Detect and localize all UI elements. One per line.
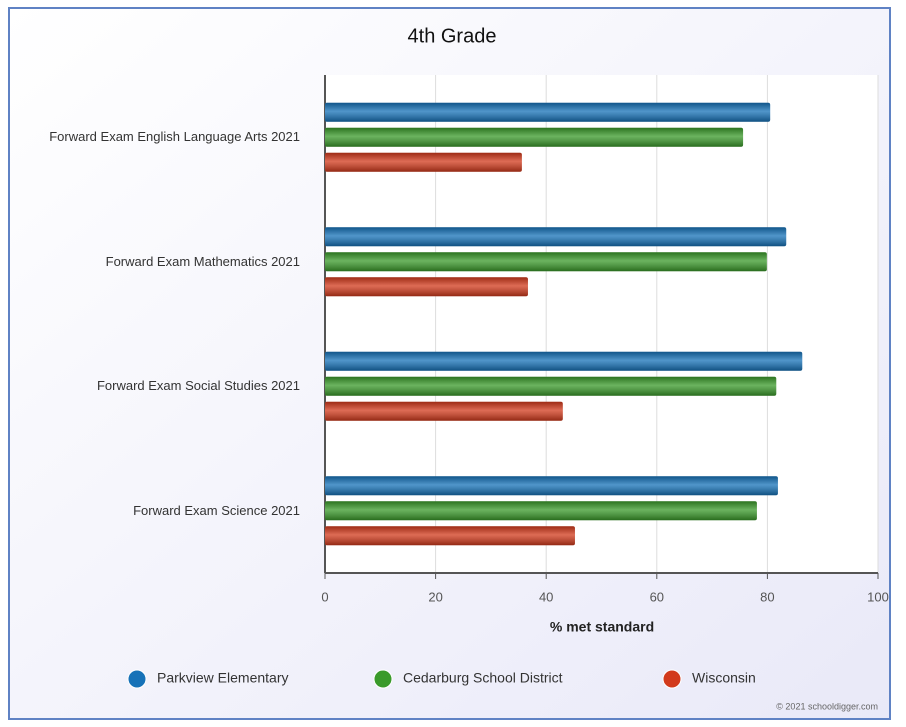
credit: © 2021 schooldigger.com (776, 701, 878, 711)
bar (325, 376, 777, 396)
x-axis-label: % met standard (550, 619, 654, 635)
y-tick-label: Forward Exam English Language Arts 2021 (49, 129, 300, 145)
x-tick-label: 80 (760, 589, 774, 604)
bar (325, 401, 563, 421)
y-tick-label: Forward Exam Science 2021 (133, 502, 300, 518)
x-tick-label: 40 (539, 589, 553, 604)
x-tick-label: 100 (867, 589, 889, 604)
y-tick-label: Forward Exam Mathematics 2021 (105, 253, 300, 269)
legend-label: Wisconsin (692, 670, 756, 686)
bar (325, 476, 778, 496)
legend-marker (662, 669, 682, 689)
y-tick-label: Forward Exam Social Studies 2021 (96, 378, 300, 394)
plot-area (325, 75, 878, 573)
bar (325, 252, 767, 272)
x-tick-label: 0 (321, 589, 328, 604)
bar (325, 351, 803, 371)
x-tick-label: 60 (650, 589, 664, 604)
bar (325, 127, 744, 147)
bar (325, 277, 528, 297)
bar (325, 227, 787, 247)
x-tick-label: 20 (428, 589, 442, 604)
bar (325, 152, 522, 172)
bar (325, 102, 771, 122)
legend-marker (127, 669, 147, 689)
legend-label: Cedarburg School District (403, 670, 563, 686)
legend-label: Parkview Elementary (157, 670, 289, 686)
bar (325, 526, 575, 546)
bar (325, 501, 757, 521)
legend-marker (373, 669, 393, 689)
chart-title: 4th Grade (408, 25, 497, 47)
